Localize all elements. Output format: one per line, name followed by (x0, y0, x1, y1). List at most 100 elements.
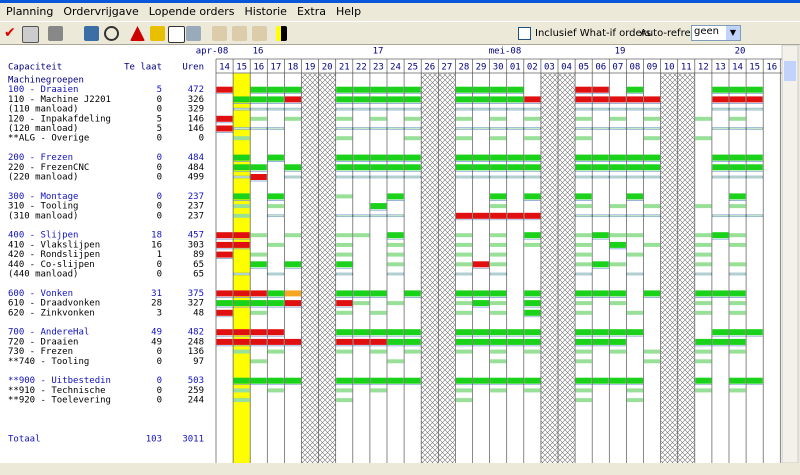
load-bar (370, 154, 387, 161)
row-hours: 146 (188, 114, 204, 124)
load-bar (609, 301, 626, 306)
load-bar (284, 377, 301, 384)
load-bar (353, 127, 370, 130)
day-label: 30 (493, 63, 504, 73)
load-bar (336, 338, 353, 345)
load-bar (524, 388, 541, 393)
load-bar (455, 329, 472, 336)
load-bar (387, 193, 404, 200)
row-name: (110 manload) (8, 105, 78, 115)
row-name: 200 - Frezen (8, 153, 73, 163)
load-bar (472, 107, 490, 111)
load-bar (216, 290, 233, 297)
row-late: 5 (157, 124, 162, 134)
menu-item[interactable]: Extra (296, 5, 326, 18)
load-bar (370, 127, 387, 130)
load-bar (524, 154, 541, 161)
row-hours: 244 (188, 396, 204, 406)
exit-icon[interactable] (276, 26, 287, 41)
report-icon-3[interactable] (252, 26, 267, 41)
load-bar (455, 252, 472, 257)
edit-icon[interactable] (150, 26, 165, 41)
warning-icon[interactable] (130, 26, 145, 41)
load-bar (695, 233, 712, 238)
load-bar (644, 359, 661, 364)
load-bar (455, 116, 472, 121)
report-icon-1[interactable] (212, 26, 227, 41)
menu-item[interactable]: Planning (6, 5, 54, 18)
load-bar (473, 290, 490, 297)
menu-item[interactable]: Ordervrijgave (63, 5, 139, 18)
row-name: 420 - Rondslijpen (8, 250, 100, 260)
whatif-checkbox[interactable]: Inclusief What-if orders (518, 27, 651, 40)
load-bar (267, 214, 285, 218)
load-bar (455, 136, 472, 141)
load-bar (387, 107, 404, 111)
day-label: 06 (595, 63, 606, 73)
load-bar (575, 86, 592, 93)
print-icon[interactable] (22, 26, 39, 43)
grid-icon[interactable] (48, 26, 63, 41)
row-late: 0 (157, 95, 162, 105)
load-bar (216, 115, 233, 122)
row-name: (220 manload) (8, 173, 78, 183)
load-bar (712, 107, 729, 111)
load-bar (490, 212, 507, 219)
load-bar (267, 338, 284, 345)
scroll-thumb[interactable] (784, 61, 796, 81)
row-late: 0 (157, 376, 162, 386)
load-bar (626, 329, 643, 336)
load-bar (575, 175, 592, 179)
load-bar (250, 377, 267, 384)
day-label: 13 (715, 63, 726, 73)
day-label: 18 (288, 63, 299, 73)
load-bar (233, 175, 250, 179)
load-bar (712, 86, 729, 93)
autorefresh-select[interactable]: geen ▼ (691, 25, 741, 41)
load-bar (626, 233, 643, 238)
refresh-icon[interactable] (104, 26, 119, 41)
load-bar (575, 233, 592, 238)
scrollbar[interactable] (781, 45, 799, 464)
week-label: apr-08 (196, 47, 229, 57)
load-bar (387, 164, 404, 171)
load-bar (626, 107, 644, 111)
row-hours: 0 (199, 134, 204, 144)
load-bar (455, 349, 472, 354)
load-bar (267, 154, 284, 161)
load-bar (404, 164, 421, 171)
load-bar (250, 290, 267, 297)
calendar-icon[interactable] (168, 26, 185, 43)
autorefresh-label: Auto-refresh (640, 28, 703, 39)
load-bar (387, 127, 404, 130)
load-bar (250, 261, 267, 268)
load-bar (455, 96, 472, 103)
row-name: **910 - Technische (8, 386, 106, 396)
check-icon[interactable]: ✔ (4, 25, 16, 41)
load-bar (643, 127, 661, 130)
list-icon[interactable] (84, 26, 99, 41)
load-bar (609, 262, 626, 267)
row-late: 0 (157, 260, 162, 270)
chart-icon[interactable] (186, 26, 201, 41)
load-bar (233, 107, 250, 111)
load-bar (404, 349, 421, 354)
menu-item[interactable]: Help (336, 5, 362, 18)
weekend-column (301, 73, 319, 463)
load-bar (644, 349, 661, 354)
load-bar (575, 164, 592, 171)
load-bar (250, 116, 267, 121)
menu-item[interactable]: Lopende orders (148, 5, 235, 18)
total-name: Totaal (8, 434, 41, 444)
weekend-column (438, 73, 456, 463)
load-bar (473, 86, 490, 93)
row-hours: 484 (188, 163, 204, 173)
load-bar (575, 252, 592, 257)
load-bar (575, 388, 592, 393)
section-label: Machinegroepen (8, 76, 84, 86)
load-bar (233, 290, 250, 297)
menu-item[interactable]: Historie (244, 5, 287, 18)
report-icon-2[interactable] (232, 26, 247, 41)
load-bar (729, 86, 746, 93)
load-bar (404, 329, 421, 336)
